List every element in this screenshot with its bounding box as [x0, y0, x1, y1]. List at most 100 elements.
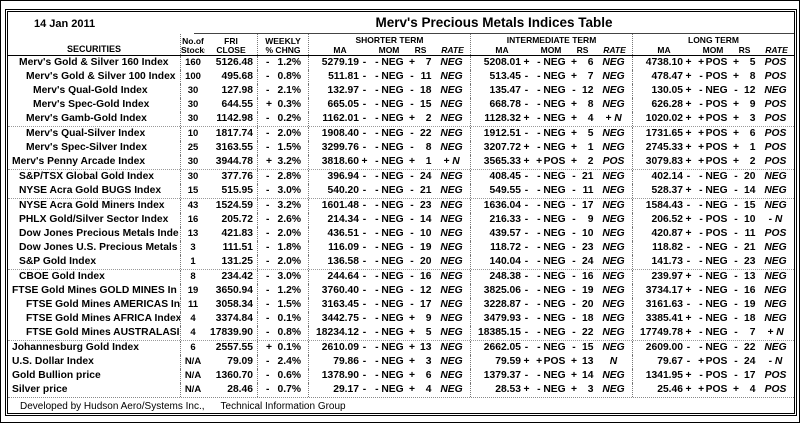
it-ma: 3479.93-: [470, 312, 532, 326]
table-row: FTSE Gold Mines GOLD MINES In 19 3650.94 -1…: [8, 284, 794, 298]
it-rate: NEG: [602, 185, 625, 196]
security-name: Silver price: [12, 384, 68, 395]
lt-ma: 4738.10 +: [632, 56, 694, 70]
fri-close: 2557.55: [215, 342, 253, 353]
fri-close: 28.46: [227, 384, 253, 395]
fri-close: 3374.84: [215, 313, 253, 324]
lt-rate: NEG: [764, 242, 787, 253]
it-mom: + POS: [536, 356, 566, 367]
lt-rs: +3: [732, 113, 756, 124]
table-row: S&P/TSX Global Gold Index 30 377.76-2.8% 39…: [8, 169, 794, 184]
stocks-count: 13: [180, 227, 205, 241]
fri-close: 17839.90: [210, 327, 253, 338]
st-ma: 3163.45-: [308, 298, 370, 312]
lt-rate: NEG: [764, 185, 787, 196]
st-mom: - NEG: [375, 71, 404, 82]
stocks-count: 30: [180, 155, 205, 169]
lt-rs: -18: [734, 313, 756, 324]
st-rs: -21: [410, 185, 432, 196]
st-ma: 3442.75-: [308, 312, 370, 326]
st-mom: - NEG: [375, 185, 404, 196]
it-rate: NEG: [602, 342, 625, 353]
lt-rate: POS: [764, 113, 787, 124]
fri-close: 5126.48: [215, 57, 253, 68]
lt-rate: NEG: [764, 256, 787, 267]
st-mom: - NEG: [375, 214, 404, 225]
it-ma: 2662.05-: [470, 341, 532, 355]
weekly-chng: -2.1%: [257, 84, 308, 98]
subheader-rs: RS: [414, 45, 427, 55]
st-rs: +6: [408, 370, 432, 381]
lt-rs: -14: [734, 185, 756, 196]
lt-rate: POS: [764, 142, 787, 153]
table-row: Merv's Penny Arcade Index 30 3944.78 +3.2% 3…: [8, 155, 794, 169]
fri-close: 3944.78: [215, 156, 253, 167]
it-rs: -15: [572, 342, 594, 353]
st-mom: - NEG: [375, 85, 404, 96]
it-ma: 18385.15-: [470, 326, 532, 340]
security-name: S&P/TSX Global Gold Index: [19, 171, 155, 182]
st-rs: -24: [410, 171, 432, 182]
st-rs: +4: [408, 384, 432, 395]
fri-close: 79.09: [227, 356, 253, 367]
lt-rs: +1: [732, 142, 756, 153]
it-ma: 1128.32 +: [470, 112, 532, 126]
it-ma: 1912.51-: [470, 127, 532, 141]
weekly-chng: +0.1%: [257, 341, 308, 355]
st-mom: - NEG: [375, 327, 404, 338]
lt-ma: 1341.95 +: [632, 369, 694, 383]
fri-close: 495.68: [221, 71, 254, 82]
table-row: Merv's Gold & Silver 100 Index 100 495.68-…: [8, 70, 794, 84]
lt-rs: -19: [734, 299, 756, 310]
st-mom: - NEG: [375, 200, 404, 211]
security-name: S&P Gold Index: [19, 256, 97, 267]
lt-ma: 118.82-: [632, 241, 694, 255]
lt-ma: 17749.78 +: [632, 326, 694, 340]
stocks-count: 6: [180, 341, 205, 355]
st-mom: - NEG: [375, 228, 404, 239]
st-rate: NEG: [440, 370, 463, 381]
subheader-rate: RATE: [603, 45, 626, 55]
fri-close: 3163.55: [215, 142, 253, 153]
it-mom: - NEG: [537, 142, 566, 153]
st-ma: 214.34-: [308, 213, 370, 227]
table-row: S&P Gold Index 1 131.25-2.0% 136.58- - NEG -20…: [8, 255, 794, 269]
st-rate: NEG: [440, 214, 463, 225]
it-mom: - NEG: [537, 200, 566, 211]
st-rs: +5: [408, 327, 432, 338]
lt-mom: - NEG: [699, 271, 728, 282]
lt-rate: POS: [764, 99, 787, 110]
it-mom: - NEG: [537, 370, 566, 381]
st-rs: +13: [408, 342, 432, 353]
it-mom: - NEG: [537, 256, 566, 267]
lt-rate: NEG: [764, 313, 787, 324]
st-rate: NEG: [440, 271, 463, 282]
it-mom: - NEG: [537, 285, 566, 296]
st-rate: NEG: [440, 113, 463, 124]
security-name: CBOE Gold Index: [19, 271, 105, 282]
weekly-chng: -2.0%: [257, 227, 308, 241]
st-rate: NEG: [440, 185, 463, 196]
weekly-chng: -0.6%: [257, 369, 308, 383]
lt-rs: +8: [732, 71, 756, 82]
title-row: 14 Jan 2011 Merv's Precious Metals Indic…: [8, 12, 794, 34]
fri-close: 1142.98: [216, 113, 253, 124]
table-row: Dow Jones Precious Metals Inde 13 421.83-2…: [8, 227, 794, 241]
st-rs: +7: [408, 57, 432, 68]
st-ma: 396.94-: [308, 170, 370, 184]
it-rs: -17: [572, 200, 594, 211]
security-name: Merv's Spec-Gold Index: [33, 99, 150, 110]
lt-ma: 3079.83 +: [632, 155, 694, 169]
it-rate: NEG: [602, 200, 625, 211]
it-rs: -22: [572, 327, 594, 338]
it-rs: +13: [570, 356, 594, 367]
it-rate: N: [609, 356, 618, 367]
lt-mom: + POS: [698, 57, 728, 68]
stocks-count: 30: [180, 98, 205, 112]
it-rate: NEG: [602, 327, 625, 338]
subheader-rs: RS: [576, 45, 589, 55]
lt-rate: POS: [764, 71, 787, 82]
st-rs: -10: [410, 228, 432, 239]
table-footer: Developed by Hudson Aero/Systems Inc., T…: [8, 397, 794, 417]
it-mom: - NEG: [537, 171, 566, 182]
